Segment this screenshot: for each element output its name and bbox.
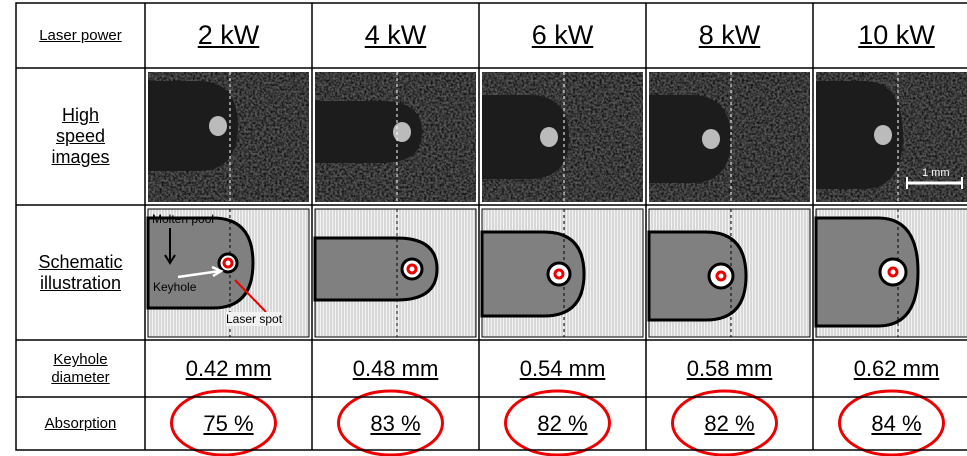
- row-label: Laser power: [16, 3, 145, 68]
- keyhole-diameter: 0.48 mm: [312, 340, 479, 397]
- melt-glow: [209, 116, 227, 136]
- absorption: 82 %: [646, 397, 813, 450]
- absorption: 84 %: [813, 397, 967, 450]
- melt-glow: [874, 125, 892, 145]
- absorption: 75 %: [145, 397, 312, 450]
- column-header: 4 kW: [312, 3, 479, 68]
- keyhole-diameter: 0.62 mm: [813, 340, 967, 397]
- annotation: Keyhole: [153, 280, 196, 294]
- laser-spot: [224, 259, 232, 267]
- column-header: 10 kW: [813, 3, 967, 68]
- row-label: Absorption: [16, 397, 145, 450]
- laser-spot: [889, 268, 897, 276]
- absorption: 82 %: [479, 397, 646, 450]
- row-label: Schematic illustration: [20, 205, 141, 340]
- column-header: 8 kW: [646, 3, 813, 68]
- annotation: Molten pool: [152, 212, 214, 226]
- figure: Laser power High speed images Schematic …: [0, 0, 967, 456]
- keyhole-diameter: 0.42 mm: [145, 340, 312, 397]
- melt-glow: [393, 122, 411, 142]
- column-header: 2 kW: [145, 3, 312, 68]
- row-label: High speed images: [40, 68, 121, 205]
- keyhole-diameter: 0.54 mm: [479, 340, 646, 397]
- melt-glow: [540, 127, 558, 147]
- column-header: 6 kW: [479, 3, 646, 68]
- row-label: Keyhole diameter: [30, 340, 131, 397]
- annotation: Laser spot: [226, 312, 282, 326]
- keyhole-diameter: 0.58 mm: [646, 340, 813, 397]
- laser-spot: [408, 265, 416, 273]
- laser-spot: [717, 272, 725, 280]
- melt-glow: [702, 129, 720, 149]
- absorption: 83 %: [312, 397, 479, 450]
- laser-spot: [555, 270, 563, 278]
- scale-bar-label: 1 mm: [922, 167, 950, 179]
